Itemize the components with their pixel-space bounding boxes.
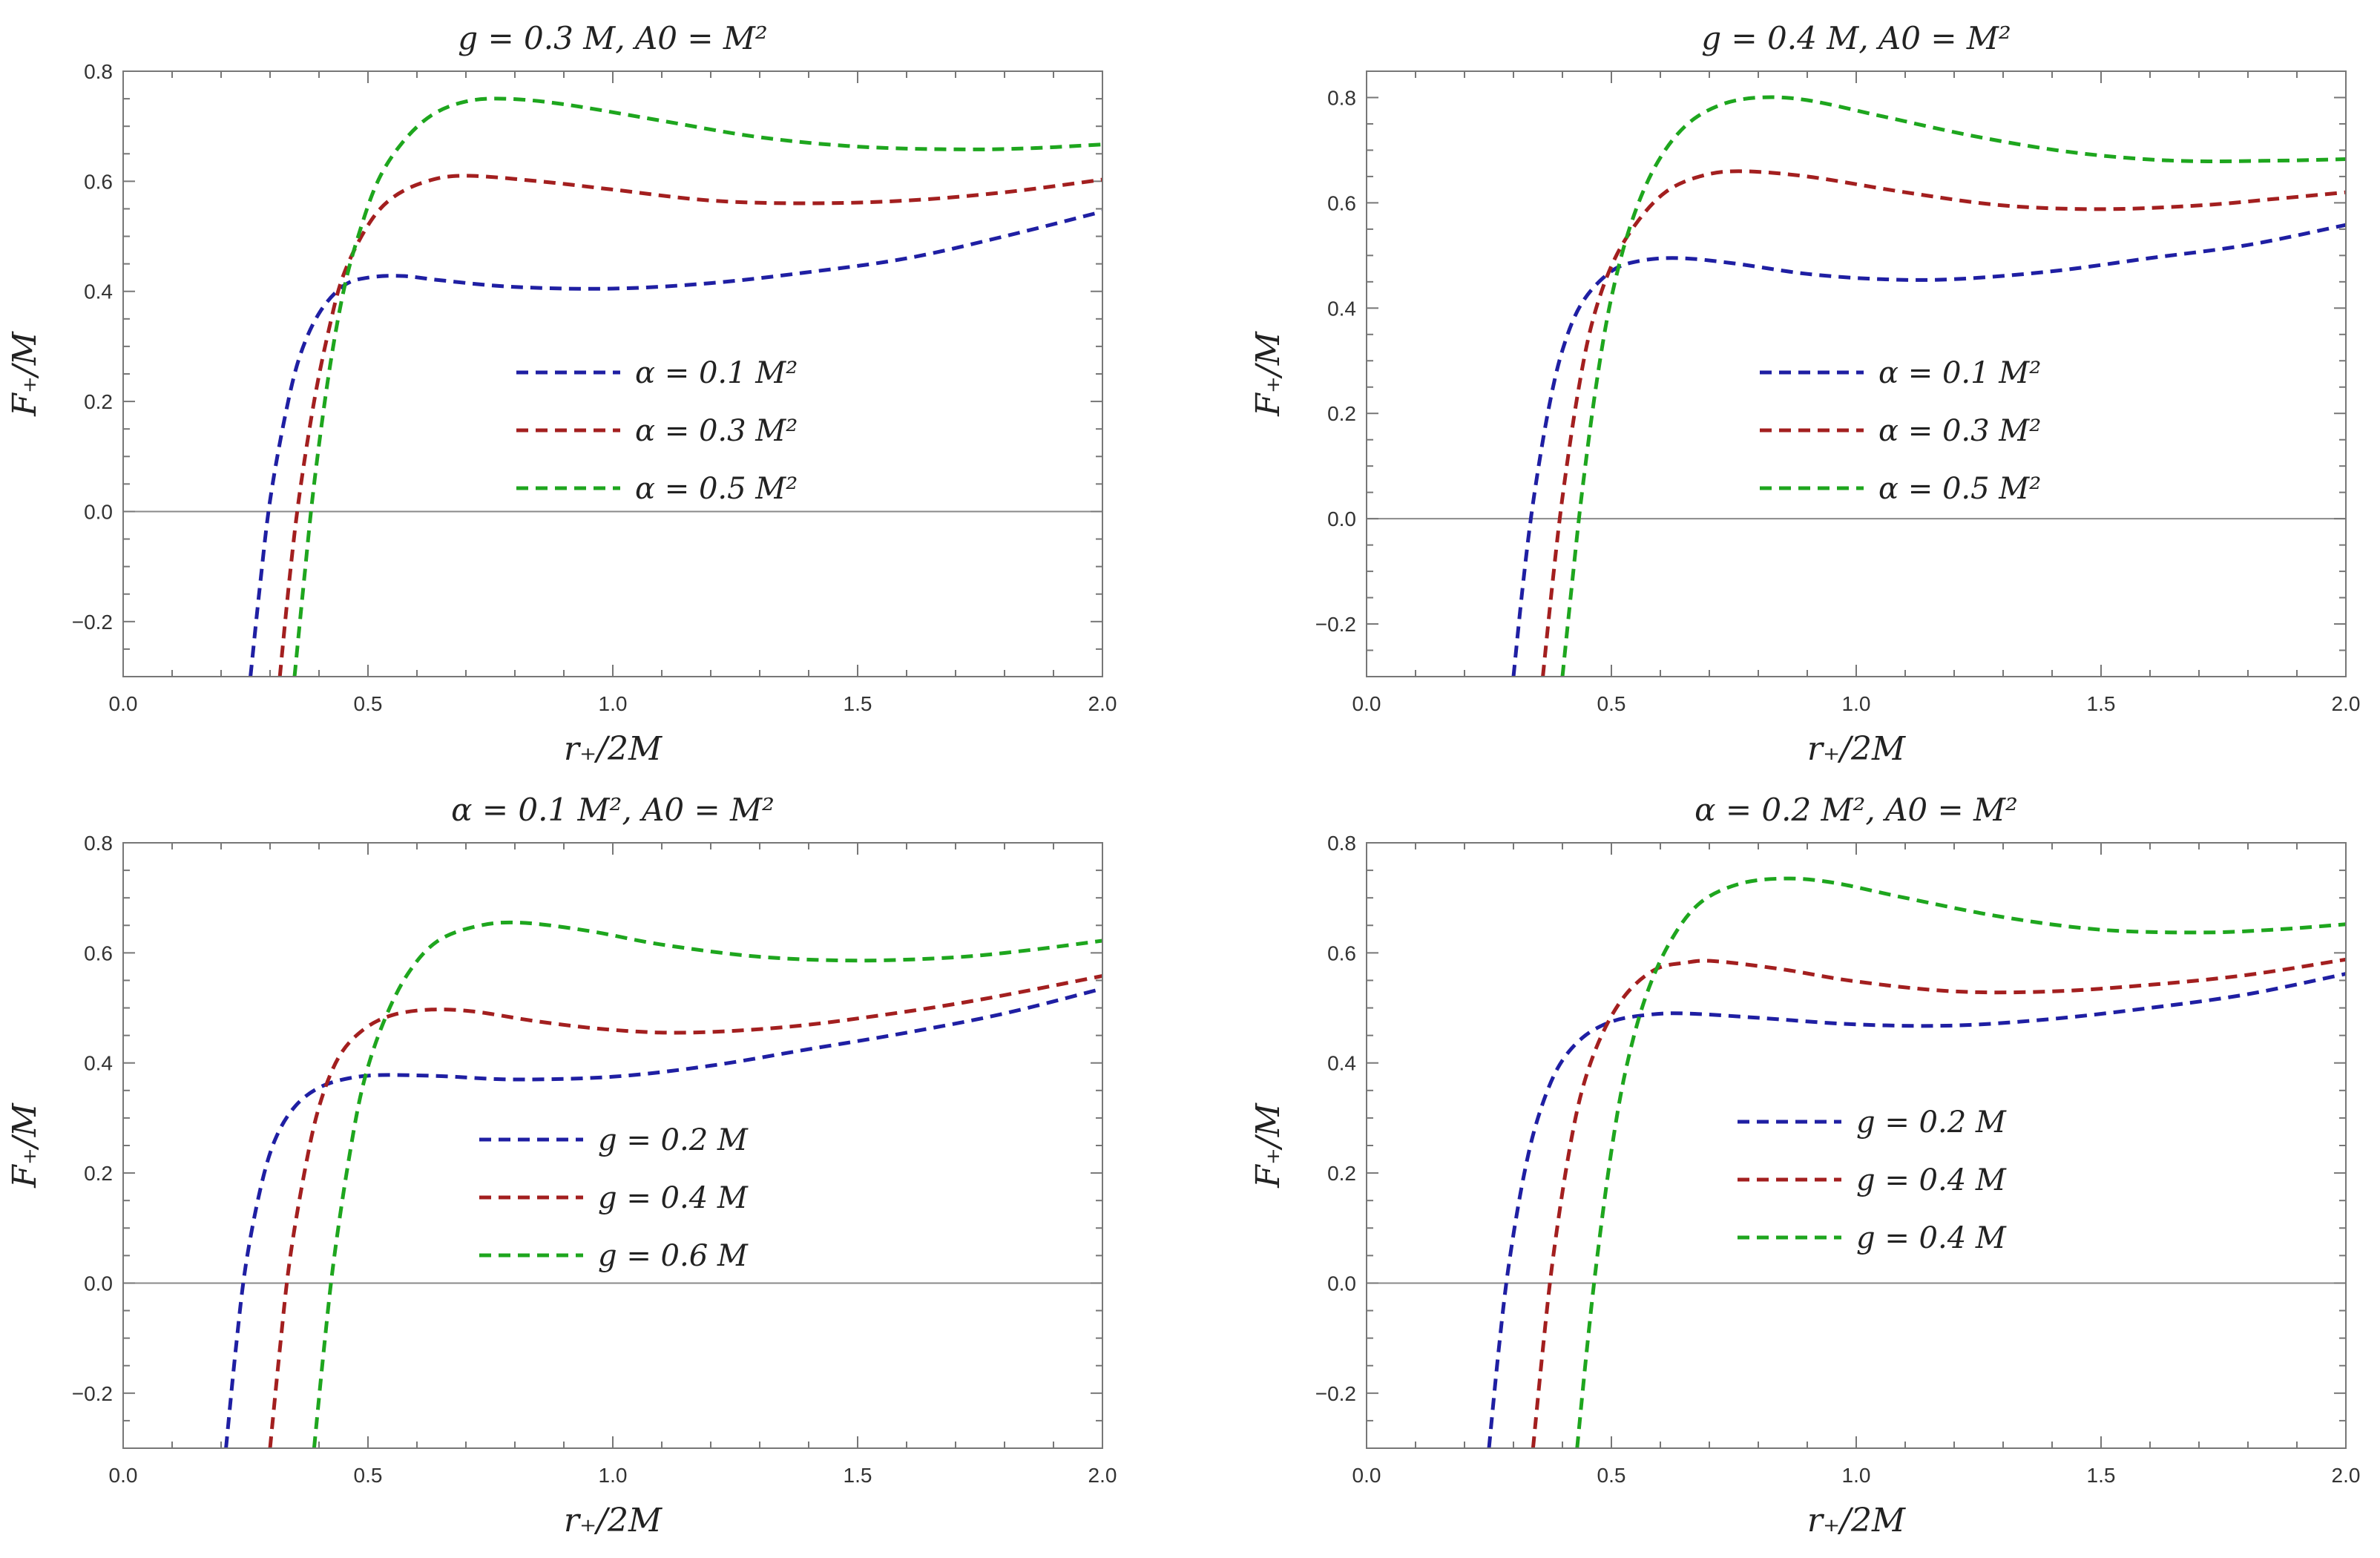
legend-label-1: α = 0.1 M² bbox=[635, 356, 798, 390]
x-tick-label: 0.0 bbox=[109, 1464, 138, 1487]
y-tick-label: 0.0 bbox=[1327, 507, 1356, 530]
legend: g = 0.2 M g = 0.4 M g = 0.6 M bbox=[479, 1123, 749, 1273]
x-tick-label: 0.5 bbox=[354, 692, 383, 715]
x-axis-label: r₊/2M bbox=[564, 730, 663, 768]
series-line-1 bbox=[1511, 223, 2346, 677]
y-tick-label: 0.6 bbox=[84, 941, 113, 964]
x-tick-label: 0.5 bbox=[354, 1464, 383, 1487]
x-tick-label: 1.0 bbox=[1842, 692, 1871, 715]
y-tick-label: 0.4 bbox=[1327, 297, 1356, 320]
x-tick-label: 0.0 bbox=[1352, 1464, 1381, 1487]
legend-label-2: g = 0.4 M bbox=[1856, 1163, 2007, 1197]
x-tick-label: 1.0 bbox=[599, 1464, 628, 1487]
legend-label-1: g = 0.2 M bbox=[598, 1123, 749, 1157]
x-tick-label: 0.0 bbox=[1352, 692, 1381, 715]
x-tick-label: 1.5 bbox=[2087, 1464, 2116, 1487]
legend-label-2: α = 0.3 M² bbox=[635, 414, 798, 448]
y-axis-label: F₊/M bbox=[1249, 1102, 1287, 1189]
legend-label-3: α = 0.5 M² bbox=[1878, 472, 2041, 506]
series-line-1 bbox=[1487, 972, 2346, 1448]
series-line-2 bbox=[268, 974, 1102, 1448]
y-tick-label: −0.2 bbox=[72, 1382, 113, 1405]
y-tick-label: −0.2 bbox=[1315, 613, 1356, 636]
y-tick-label: 0.8 bbox=[84, 60, 113, 83]
plot-frame bbox=[122, 70, 1103, 677]
y-tick-label: 0.4 bbox=[1327, 1052, 1356, 1075]
y-tick-label: 0.8 bbox=[1327, 86, 1356, 109]
series-line-2 bbox=[277, 174, 1102, 677]
series-line-2 bbox=[1541, 169, 2346, 677]
x-tick-label: 0.5 bbox=[1597, 1464, 1626, 1487]
plot-frame bbox=[122, 842, 1103, 1449]
x-tick-label: 1.5 bbox=[2087, 692, 2116, 715]
y-tick-label: −0.2 bbox=[72, 611, 113, 634]
chart-title: g = 0.3 M, A0 = M² bbox=[458, 20, 767, 56]
y-tick-label: 0.2 bbox=[84, 390, 113, 413]
plot-frame bbox=[1366, 70, 2347, 677]
x-tick-label: 2.0 bbox=[1088, 1464, 1117, 1487]
chart-panel-1: 0.0 0.5 1.0 1.5 2.0 −0.2 0.0 0.2 0.4 0.6 0.8 g = 0.… bbox=[6, 20, 1117, 768]
y-tick-label: −0.2 bbox=[1315, 1382, 1356, 1405]
legend-label-3: g = 0.4 M bbox=[1856, 1221, 2007, 1255]
y-tick-label: 0.6 bbox=[1327, 941, 1356, 964]
x-tick-label: 2.0 bbox=[1088, 692, 1117, 715]
legend-label-2: g = 0.4 M bbox=[598, 1181, 749, 1215]
y-tick-label: 0.2 bbox=[1327, 402, 1356, 425]
series-line-2 bbox=[1531, 957, 2346, 1448]
y-tick-label: 0.8 bbox=[1327, 832, 1356, 855]
x-tick-label: 1.0 bbox=[1842, 1464, 1871, 1487]
y-tick-label: 0.4 bbox=[84, 280, 113, 303]
x-tick-label: 2.0 bbox=[2332, 692, 2361, 715]
chart-title: α = 0.1 M², A0 = M² bbox=[451, 792, 775, 828]
y-tick-label: 0.0 bbox=[1327, 1272, 1356, 1295]
y-tick-label: 0.8 bbox=[84, 832, 113, 855]
y-tick-label: 0.0 bbox=[84, 500, 113, 523]
y-axis-label: F₊/M bbox=[1249, 331, 1287, 417]
x-axis-label: r₊/2M bbox=[1807, 1502, 1906, 1539]
y-tick-label: 0.4 bbox=[84, 1052, 113, 1075]
y-tick-label: 0.0 bbox=[84, 1272, 113, 1295]
x-axis-label: r₊/2M bbox=[1807, 730, 1906, 768]
series-line-3 bbox=[312, 920, 1102, 1448]
y-tick-label: 0.6 bbox=[1327, 191, 1356, 214]
series-line-3 bbox=[1575, 876, 2346, 1448]
chart-title: α = 0.2 M², A0 = M² bbox=[1694, 792, 2018, 828]
x-axis-label: r₊/2M bbox=[564, 1502, 663, 1539]
chart-panel-2: 0.0 0.5 1.0 1.5 2.0 −0.2 0.0 0.2 0.4 0.6 0.8 g = 0.… bbox=[1249, 20, 2360, 768]
y-tick-label: 0.2 bbox=[1327, 1162, 1356, 1185]
x-tick-label: 1.5 bbox=[844, 1464, 872, 1487]
y-tick-label: 0.2 bbox=[84, 1162, 113, 1185]
chart-panel-4: 0.0 0.5 1.0 1.5 2.0 −0.2 0.0 0.2 0.4 0.6 0.8 α = 0.… bbox=[1249, 792, 2360, 1539]
legend: α = 0.1 M² α = 0.3 M² α = 0.5 M² bbox=[516, 356, 798, 506]
y-tick-label: 0.6 bbox=[84, 170, 113, 193]
plot-frame bbox=[1366, 842, 2347, 1449]
legend: α = 0.1 M² α = 0.3 M² α = 0.5 M² bbox=[1760, 356, 2041, 506]
series-line-1 bbox=[249, 209, 1102, 677]
x-tick-label: 0.0 bbox=[109, 692, 138, 715]
x-tick-label: 2.0 bbox=[2332, 1464, 2361, 1487]
legend-label-1: g = 0.2 M bbox=[1856, 1105, 2007, 1140]
legend-label-3: α = 0.5 M² bbox=[635, 472, 798, 506]
chart-title: g = 0.4 M, A0 = M² bbox=[1701, 20, 2011, 56]
legend-label-2: α = 0.3 M² bbox=[1878, 414, 2041, 448]
legend-label-3: g = 0.6 M bbox=[598, 1239, 749, 1273]
x-tick-label: 0.5 bbox=[1597, 692, 1626, 715]
series-line-1 bbox=[224, 987, 1102, 1448]
x-tick-label: 1.5 bbox=[844, 692, 872, 715]
x-tick-label: 1.0 bbox=[599, 692, 628, 715]
y-axis-label: F₊/M bbox=[6, 331, 44, 417]
chart-panel-3: 0.0 0.5 1.0 1.5 2.0 −0.2 0.0 0.2 0.4 0.6 0.8 α = 0.… bbox=[6, 792, 1117, 1539]
legend-label-1: α = 0.1 M² bbox=[1878, 356, 2041, 390]
y-axis-label: F₊/M bbox=[6, 1102, 44, 1189]
legend: g = 0.2 M g = 0.4 M g = 0.4 M bbox=[1738, 1105, 2007, 1255]
